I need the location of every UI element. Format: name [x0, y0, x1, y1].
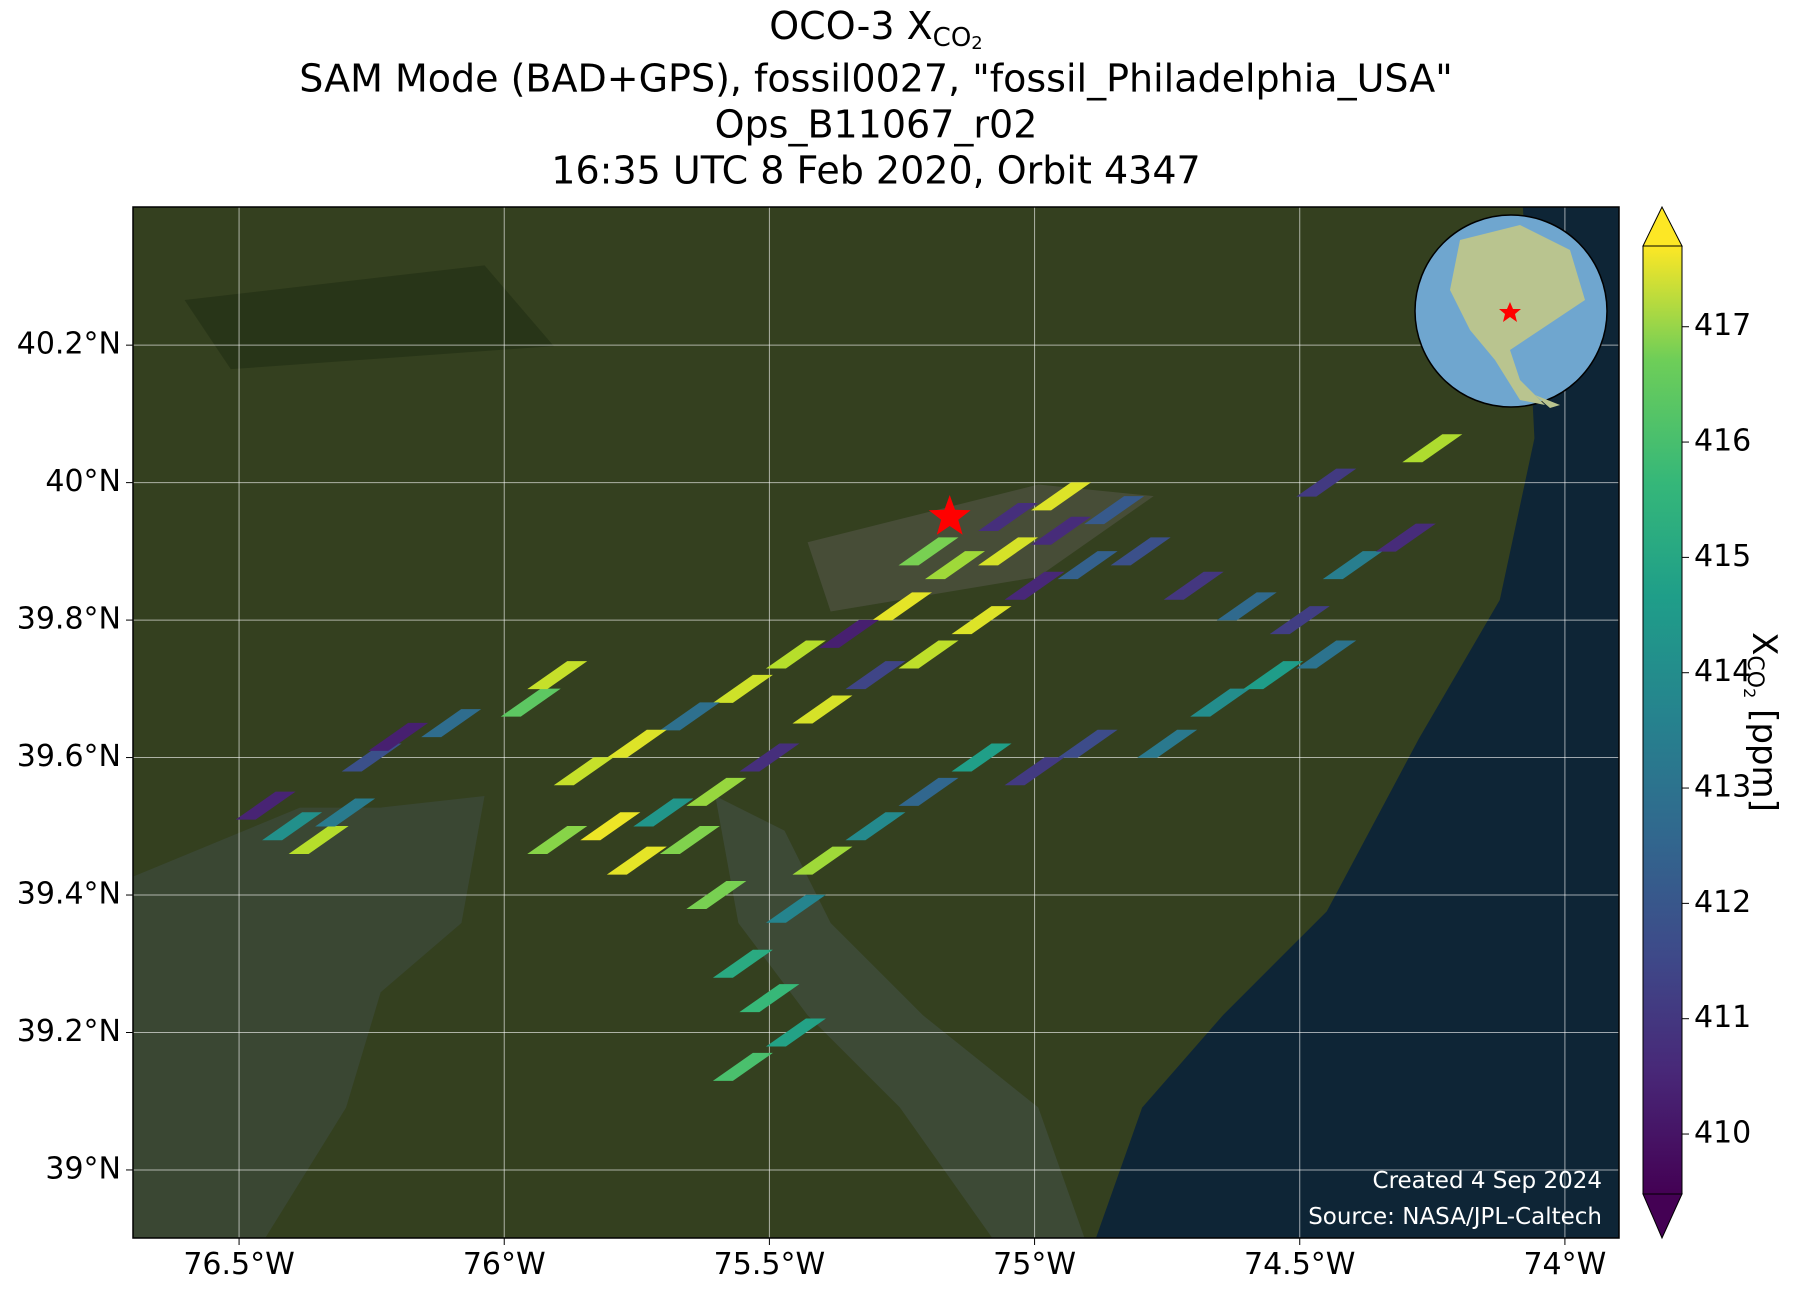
colorbar-tick-label: 412: [1694, 885, 1751, 920]
footprint: [686, 881, 747, 910]
footprint: [1269, 606, 1330, 635]
footprint: [1163, 571, 1224, 600]
colorbar-label: XCO2 [ppm]: [1741, 632, 1785, 812]
basemap: [133, 207, 1619, 1238]
footprint: [235, 791, 296, 820]
y-tick-label: 39.6°N: [17, 739, 121, 774]
footprint: [659, 702, 720, 731]
footprint: [951, 606, 1012, 635]
footprint: [606, 729, 667, 758]
footprint: [1190, 688, 1251, 717]
x-tick-label: 75.5°W: [714, 1247, 825, 1282]
y-tick-label: 39.8°N: [17, 602, 121, 637]
y-tick-label: 39°N: [45, 1151, 121, 1186]
footprint: [1137, 729, 1198, 758]
y-tick-label: 39.4°N: [17, 877, 121, 912]
footprint: [845, 812, 906, 841]
subtitle: Ops_B11067_r02: [715, 103, 1038, 147]
footprint: [1057, 551, 1118, 580]
footprint: [978, 502, 1039, 531]
footprint: [1004, 571, 1065, 600]
y-tick-label: 39.2°N: [17, 1014, 121, 1049]
footprint: [1084, 496, 1145, 525]
colorbar-tick-label: 411: [1694, 1000, 1751, 1035]
footprint: [421, 709, 482, 738]
subtitle: SAM Mode (BAD+GPS), fossil0027, "fossil_…: [299, 57, 1452, 101]
footprint: [792, 846, 853, 875]
footprint: [553, 757, 614, 786]
colorbar: [1642, 205, 1683, 1240]
y-tick-label: 40.2°N: [17, 327, 121, 362]
footprint: [659, 826, 720, 855]
footprint: [368, 722, 429, 751]
x-tick-label: 75°W: [993, 1247, 1076, 1282]
footprint: [739, 984, 800, 1013]
footprint: [1243, 661, 1304, 690]
y-tick-label: 40°N: [45, 464, 121, 499]
footprint: [315, 798, 376, 827]
footprint: [898, 640, 959, 669]
footprint: [1322, 551, 1383, 580]
x-tick-label: 76°W: [463, 1247, 546, 1282]
annotation: Created 4 Sep 2024: [1373, 1168, 1602, 1194]
footprint: [1057, 729, 1118, 758]
footprint: [1031, 516, 1092, 545]
x-tick-label: 74°W: [1523, 1247, 1606, 1282]
footprint: [712, 1052, 773, 1081]
annotation: Source: NASA/JPL-Caltech: [1308, 1204, 1602, 1230]
footprint: [925, 551, 986, 580]
title: OCO-3 XCO2: [769, 4, 983, 55]
x-tick-label: 76.5°W: [183, 1247, 294, 1282]
footprint: [765, 640, 826, 669]
footprint: [1216, 592, 1277, 621]
footprint: [527, 826, 588, 855]
footprint: [633, 798, 694, 827]
footprint: [712, 674, 773, 703]
footprint: [1031, 482, 1092, 511]
colorbar-tick-label: 415: [1694, 539, 1751, 574]
footprint: [606, 846, 667, 875]
colorbar-tick-label: 413: [1694, 770, 1751, 805]
footprint: [739, 743, 800, 772]
footprint: [262, 812, 323, 841]
target-star: [928, 494, 971, 535]
footprint: [978, 537, 1039, 566]
footprint: [500, 688, 561, 717]
footprint: [288, 826, 349, 855]
plot-frame: [132, 206, 1620, 1239]
footprint: [1004, 757, 1065, 786]
footprint: [765, 1018, 826, 1047]
footprint: [686, 777, 747, 806]
colorbar-tick-label: 416: [1694, 424, 1751, 459]
footprint: [765, 894, 826, 923]
footprint: [712, 949, 773, 978]
footprint: [527, 661, 588, 690]
footprint: [845, 661, 906, 690]
colorbar-tick-label: 410: [1694, 1116, 1751, 1151]
footprint: [1375, 523, 1436, 552]
footprint: [1402, 434, 1463, 463]
footprint: [1296, 468, 1357, 497]
footprint: [951, 743, 1012, 772]
colorbar-tick-label: 417: [1694, 308, 1751, 343]
footprint: [1296, 640, 1357, 669]
footprint: [792, 695, 853, 724]
x-tick-label: 74.5°W: [1244, 1247, 1355, 1282]
subtitle: 16:35 UTC 8 Feb 2020, Orbit 4347: [551, 149, 1200, 193]
footprint: [1110, 537, 1171, 566]
footprint: [580, 812, 641, 841]
footprint: [818, 619, 879, 648]
footprint: [898, 777, 959, 806]
globe-inset: [1414, 214, 1608, 408]
footprint: [871, 592, 932, 621]
footprint: [898, 537, 959, 566]
colorbar-tick-label: 414: [1694, 654, 1751, 689]
